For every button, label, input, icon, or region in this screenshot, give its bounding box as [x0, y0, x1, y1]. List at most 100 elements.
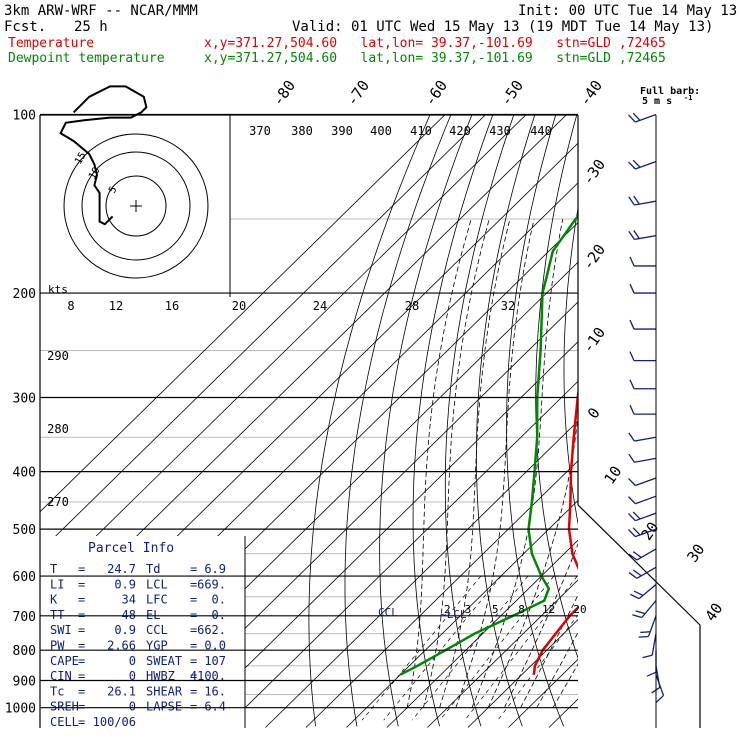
parcel-param-eq: =: [78, 623, 85, 637]
parcel-info-box: [40, 536, 245, 728]
parcel-param-eq: =: [78, 608, 85, 622]
wind-barb: [630, 584, 657, 600]
dry-adiabat-line: [344, 115, 452, 727]
parcel-info-title: Parcel Info: [88, 541, 174, 556]
barb-legend-title: Full barb:: [640, 86, 700, 97]
isotherm-line: [224, 380, 578, 728]
wind-barb: [628, 112, 657, 123]
wind-barb-flag: [628, 196, 635, 206]
parcel-param-name: HWBZ: [146, 669, 175, 683]
parcel-param-eq: =: [78, 654, 85, 668]
parcel-param-value: 662.: [197, 623, 226, 637]
wind-barb-staff: [655, 674, 665, 696]
theta-label: 370: [249, 124, 271, 138]
wind-barb: [646, 650, 657, 677]
parcel-param-eq: =: [190, 654, 197, 668]
isotherm-line: [305, 460, 578, 728]
mixing-ratio-label: 8: [518, 603, 525, 616]
wind-barb-staff: [635, 528, 657, 538]
isotherm-label: 0: [584, 404, 604, 422]
wind-barb: [629, 256, 656, 267]
init-time: Init: 00 UTC Tue 14 May 13: [518, 3, 738, 19]
pressure-tick-label: 700: [13, 610, 36, 625]
parcel-param-name: SREH: [50, 700, 79, 714]
wind-barb-flag: [628, 477, 636, 486]
wind-barb: [638, 615, 657, 638]
parcel-param-value: 0.9: [114, 623, 136, 637]
parcel-param-name: LI: [50, 577, 64, 591]
mixing-ratio-line: [439, 575, 555, 721]
parcel-param-name: CCL: [146, 623, 168, 637]
dry-adiabat-line: [475, 115, 536, 727]
pressure-tick-label: 900: [13, 675, 36, 690]
dewpoint-legend-label: Dewpoint temperature: [8, 51, 165, 66]
wind-barb: [628, 159, 657, 170]
valid-time: Valid: 01 UTC Wed 15 May 13 (19 MDT Tue …: [292, 19, 714, 35]
dry-adiabat-line: [444, 115, 515, 727]
hodograph-ring-label: 5: [107, 185, 120, 196]
wind-barb-flag: [632, 614, 643, 619]
wind-barb-flag: [640, 631, 651, 634]
parcel-param-value: 24.7: [107, 562, 136, 576]
moist-adiabat-line: [455, 218, 535, 708]
wind-barb-staff: [634, 234, 657, 241]
parcel-param-value: 669.: [197, 577, 226, 591]
wind-barb-staff: [651, 633, 657, 656]
wind-barb-staff: [634, 436, 657, 442]
wind-barb-flag: [633, 195, 640, 205]
wind-barb: [629, 379, 656, 390]
parcel-param-name: K: [50, 593, 58, 607]
theta-label: 420: [449, 124, 471, 138]
moist-adiabat-line: [504, 542, 578, 708]
theta-label: 440: [530, 124, 552, 138]
isotherm-label: -70: [343, 77, 373, 110]
parcel-param-value: 16.: [204, 684, 226, 698]
wind-barb-staff: [635, 160, 657, 170]
pressure-tick-label: 1000: [5, 702, 36, 717]
isotherm-line: [265, 420, 578, 728]
isotherm-label: -40: [576, 77, 606, 110]
parcel-param-eq: =: [78, 669, 85, 683]
parcel-param-value: 0: [129, 669, 136, 683]
isotherm-label: 10: [600, 463, 625, 488]
speed-label: 24: [313, 299, 327, 313]
pressure-tick-label: 600: [13, 570, 36, 585]
isotherm-label: -10: [579, 324, 609, 357]
moist-adiabat-line: [487, 411, 578, 708]
wind-barb-flag: [629, 404, 635, 415]
parcel-param-name: PW: [50, 639, 65, 653]
wind-barb-flag: [628, 453, 635, 463]
parcel-param-name: YGP: [146, 639, 168, 653]
parcel-param-value: 0.: [212, 608, 226, 622]
moist-adiabat-line: [423, 218, 490, 708]
wind-barb-staff: [641, 600, 657, 618]
wind-barb: [655, 674, 665, 703]
wind-barb-staff: [634, 200, 657, 206]
wind-barb: [628, 477, 657, 487]
dewpoint-location-info: x,y=371.27,504.60 lat,lon= 39.37,-101.69…: [204, 51, 666, 66]
ccl-marker: CCL: [378, 606, 398, 619]
wind-barb: [628, 432, 657, 442]
wind-barb-flag: [628, 114, 636, 123]
wind-barb: [628, 195, 657, 206]
isotherm-label: -20: [579, 241, 609, 274]
parcel-param-name: Td: [146, 562, 160, 576]
parcel-param-value: 107: [204, 654, 226, 668]
wind-barb-flag: [630, 593, 640, 600]
dewpoint-profile: [399, 214, 578, 676]
wind-barb: [642, 633, 657, 659]
pressure-tick-label: 500: [13, 523, 36, 538]
dry-adiabat-line: [563, 206, 578, 525]
wind-barb-flag: [655, 694, 664, 703]
wind-barb: [628, 566, 657, 579]
wind-barb-flag: [628, 230, 635, 240]
mixing-ratio-label: 20: [573, 603, 586, 616]
parcel-param-eq: =: [190, 562, 197, 576]
theta-label-left: 290: [47, 349, 69, 363]
pressure-tick-label: 200: [13, 287, 36, 302]
hodograph-ring: [81, 151, 191, 261]
parcel-param-name: EL: [146, 608, 160, 622]
wind-barb-flag: [628, 496, 636, 505]
parcel-param-value: 0: [129, 700, 136, 714]
